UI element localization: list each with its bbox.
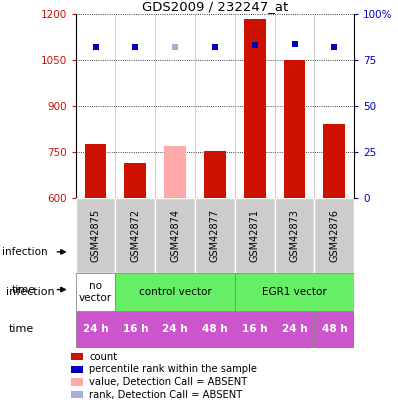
- Text: 24 h: 24 h: [83, 324, 108, 335]
- Point: [92, 44, 99, 51]
- Bar: [155, 311, 195, 348]
- Bar: [314, 198, 354, 273]
- Bar: [164, 146, 186, 198]
- Text: GSM42877: GSM42877: [210, 209, 220, 262]
- Point: [132, 44, 139, 51]
- Bar: [155, 198, 195, 273]
- Bar: [70, 378, 84, 386]
- Bar: [70, 353, 84, 360]
- Bar: [76, 273, 115, 311]
- Text: no
vector: no vector: [79, 281, 112, 303]
- Title: GDS2009 / 232247_at: GDS2009 / 232247_at: [142, 0, 288, 13]
- Point: [172, 44, 178, 51]
- Bar: [235, 198, 275, 273]
- Text: control vector: control vector: [139, 287, 211, 297]
- Bar: [204, 151, 226, 198]
- Point: [252, 42, 258, 49]
- Text: time: time: [9, 324, 34, 335]
- Text: GSM42871: GSM42871: [250, 209, 260, 262]
- Point: [291, 40, 298, 47]
- Bar: [85, 145, 107, 198]
- Text: 24 h: 24 h: [282, 324, 307, 335]
- Text: infection: infection: [2, 247, 48, 257]
- Bar: [275, 311, 314, 348]
- Bar: [76, 198, 115, 273]
- Bar: [70, 366, 84, 373]
- Bar: [235, 273, 354, 311]
- Point: [212, 44, 218, 51]
- Bar: [275, 198, 314, 273]
- Text: rank, Detection Call = ABSENT: rank, Detection Call = ABSENT: [89, 390, 242, 400]
- Text: EGR1 vector: EGR1 vector: [262, 287, 327, 297]
- Text: count: count: [89, 352, 117, 362]
- Text: GSM42873: GSM42873: [289, 209, 300, 262]
- Bar: [115, 273, 235, 311]
- Text: GSM42872: GSM42872: [130, 209, 140, 262]
- Bar: [115, 198, 155, 273]
- Bar: [314, 311, 354, 348]
- Text: 16 h: 16 h: [242, 324, 267, 335]
- Text: percentile rank within the sample: percentile rank within the sample: [89, 364, 257, 374]
- Bar: [244, 19, 266, 198]
- Bar: [195, 311, 235, 348]
- Text: 48 h: 48 h: [202, 324, 228, 335]
- Bar: [70, 391, 84, 398]
- Bar: [195, 198, 235, 273]
- Text: 16 h: 16 h: [123, 324, 148, 335]
- Bar: [323, 124, 345, 198]
- Bar: [125, 163, 146, 198]
- Text: 48 h: 48 h: [322, 324, 347, 335]
- Bar: [76, 311, 115, 348]
- Text: GSM42874: GSM42874: [170, 209, 180, 262]
- Point: [331, 44, 338, 51]
- Bar: [235, 311, 275, 348]
- Text: 24 h: 24 h: [162, 324, 188, 335]
- Bar: [284, 60, 306, 198]
- Text: time: time: [11, 285, 35, 294]
- Text: GSM42875: GSM42875: [90, 209, 101, 262]
- Bar: [115, 311, 155, 348]
- Text: GSM42876: GSM42876: [329, 209, 339, 262]
- Text: infection: infection: [6, 287, 55, 297]
- Text: value, Detection Call = ABSENT: value, Detection Call = ABSENT: [89, 377, 248, 387]
